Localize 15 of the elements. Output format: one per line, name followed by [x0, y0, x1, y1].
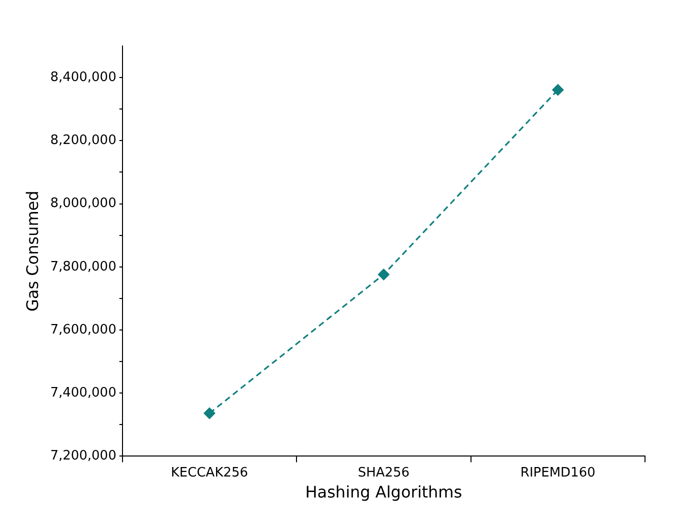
y-tick-label: 7,600,000 — [50, 322, 116, 338]
point — [552, 84, 564, 96]
y-tick-label: 7,400,000 — [50, 385, 116, 400]
x-axis-title: Hashing Algorithms — [305, 482, 462, 502]
point — [203, 407, 216, 420]
y-tick-label: 8,400,000 — [50, 70, 116, 85]
x-tick-label: SHA256 — [358, 465, 410, 480]
x-tick-label: RIPEMD160 — [520, 465, 596, 480]
y-tick-label: 8,000,000 — [50, 196, 116, 212]
point — [378, 268, 390, 280]
y-tick-label: 7,800,000 — [50, 259, 116, 274]
x-tick-label: KECCAK256 — [170, 465, 248, 480]
y-tick-label: 8,200,000 — [50, 133, 116, 148]
y-axis-title: Gas Consumed — [22, 190, 42, 312]
y-tick-label: 7,200,000 — [50, 448, 116, 464]
